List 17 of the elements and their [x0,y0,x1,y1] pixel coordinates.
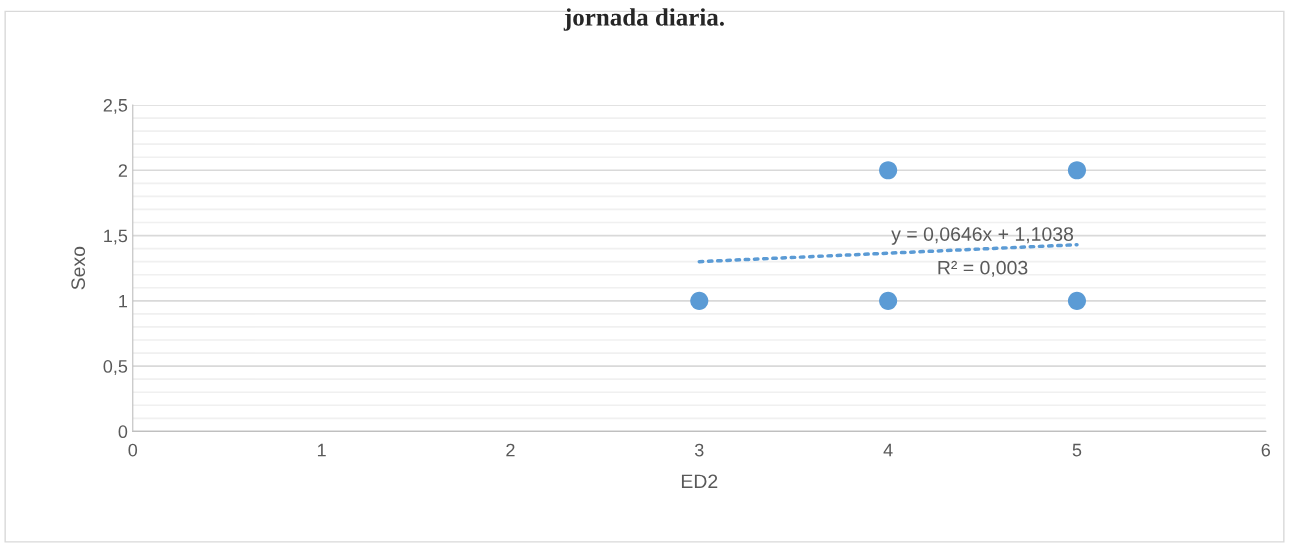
x-axis-title: ED2 [681,474,718,489]
x-tick-label: 3 [694,443,704,457]
y-axis-title: Sexo [71,246,86,290]
x-tick-label: 6 [1261,443,1271,457]
y-tick-label: 1 [119,294,128,308]
x-tick-label: 4 [883,443,893,457]
y-tick-label: 0,5 [103,360,128,375]
annotation: y = 0,0646x + 1,1038 R² = 0,003 [891,227,1074,277]
chart-title: jornada diaria. [563,8,724,31]
y-tick-label: 0 [118,425,128,439]
x-tick-label: 0 [128,443,138,457]
x-tick-label: 2 [506,443,515,457]
y-tick-label: 2,5 [103,98,128,114]
y-tick-label: 2 [118,164,127,177]
y-tick-label: 1,5 [104,229,128,245]
x-tick-label: 1 [317,443,326,457]
x-tick-label: 5 [1072,443,1082,457]
